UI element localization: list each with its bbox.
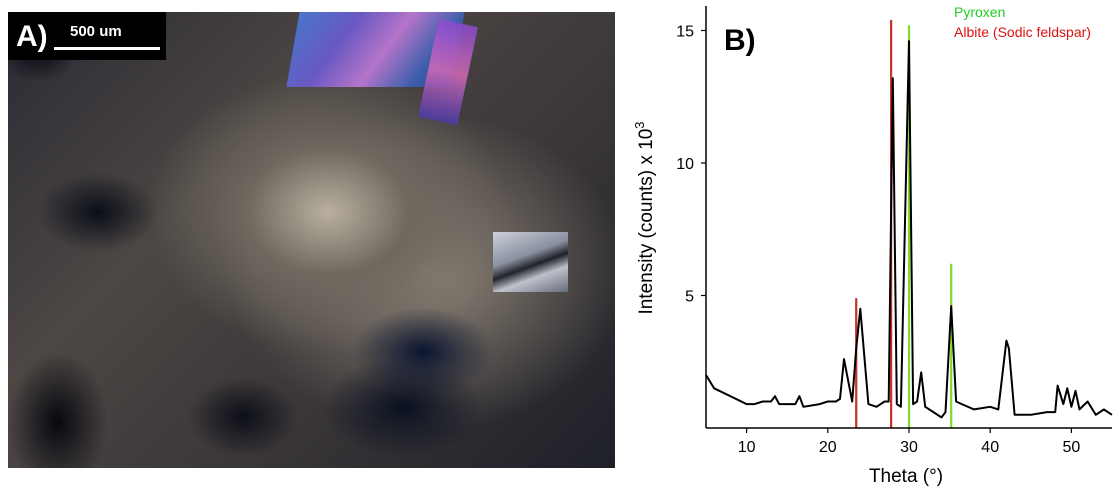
- series-line-0: [705, 40, 1113, 419]
- y-tick-label: 15: [676, 24, 694, 41]
- legend-entry-0: Pyroxen: [954, 4, 1005, 20]
- y-axis-label: Intensity (counts) x 103: [632, 121, 657, 314]
- scale-bar-text: 500 um: [70, 23, 122, 40]
- x-tick-label: 30: [900, 439, 918, 456]
- y-axis-label-superscript: 3: [632, 121, 647, 128]
- x-tick-label: 10: [738, 439, 756, 456]
- y-tick-label: 10: [676, 156, 694, 173]
- y-tick-label: 5: [685, 289, 694, 306]
- series-layer: [705, 40, 1113, 419]
- panel-b-label: B): [724, 24, 756, 57]
- xrd-chart: 10 20 30 40 50 5 10 15 B) Pyroxen Albite (Sodic …: [632, 4, 1113, 487]
- scale-bar-box: A) 500 um: [8, 12, 166, 60]
- x-tick-label: 40: [981, 439, 999, 456]
- panel-a-label: A): [16, 20, 48, 53]
- legend: Pyroxen Albite (Sodic feldspar): [954, 4, 1091, 40]
- x-axis-label: Theta (°): [869, 466, 943, 487]
- micrograph-panel: A) 500 um: [8, 12, 615, 468]
- legend-entry-1: Albite (Sodic feldspar): [954, 24, 1091, 40]
- ticks: 10 20 30 40 50 5 10 15: [676, 24, 1080, 457]
- xrd-chart-panel: 10 20 30 40 50 5 10 15 B) Pyroxen Albite (Sodic …: [620, 0, 1114, 490]
- y-axis-label-main: Intensity (counts) x 10: [636, 129, 657, 315]
- reference-lines: [855, 19, 953, 428]
- x-tick-label: 20: [819, 439, 837, 456]
- x-tick-label: 50: [1063, 439, 1081, 456]
- scale-bar-line: [54, 47, 160, 50]
- crystal-grey: [493, 232, 568, 292]
